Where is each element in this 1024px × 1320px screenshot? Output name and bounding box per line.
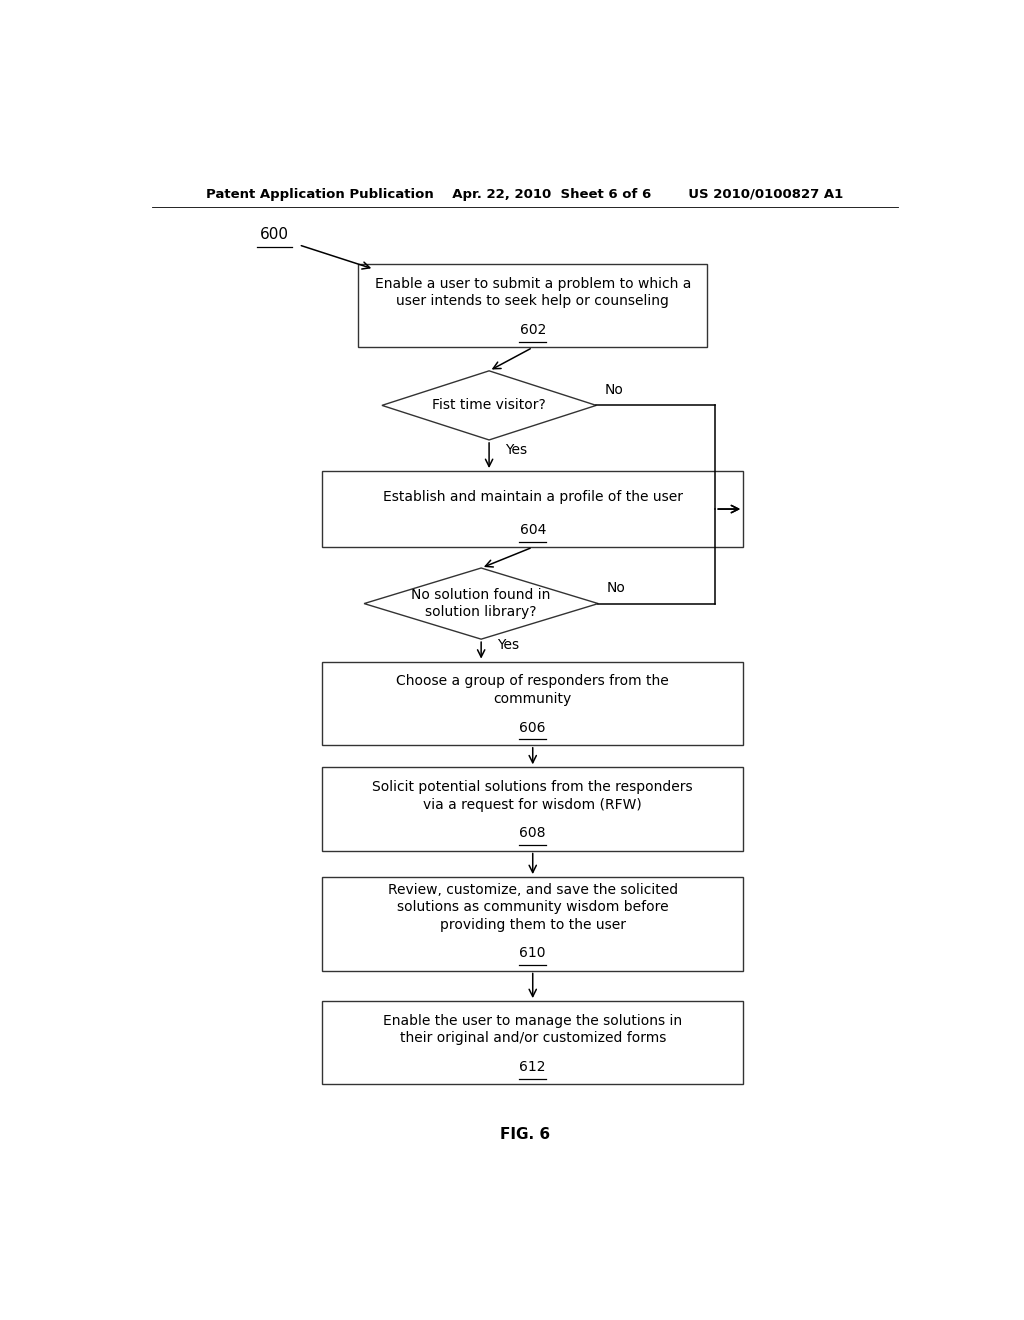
FancyBboxPatch shape (323, 471, 743, 548)
FancyBboxPatch shape (323, 1001, 743, 1084)
Polygon shape (365, 568, 598, 639)
Text: No solution found in
solution library?: No solution found in solution library? (412, 587, 551, 619)
Text: Solicit potential solutions from the responders
via a request for wisdom (RFW): Solicit potential solutions from the res… (373, 780, 693, 812)
Text: Yes: Yes (505, 444, 527, 457)
Text: 600: 600 (260, 227, 290, 242)
Text: Enable the user to manage the solutions in
their original and/or customized form: Enable the user to manage the solutions … (383, 1014, 682, 1045)
Text: Yes: Yes (497, 639, 519, 652)
FancyBboxPatch shape (358, 264, 708, 347)
Text: Fist time visitor?: Fist time visitor? (432, 399, 546, 412)
Text: 604: 604 (519, 523, 546, 537)
Text: Review, customize, and save the solicited
solutions as community wisdom before
p: Review, customize, and save the solicite… (388, 883, 678, 932)
Text: Establish and maintain a profile of the user: Establish and maintain a profile of the … (383, 490, 683, 504)
Text: Patent Application Publication    Apr. 22, 2010  Sheet 6 of 6        US 2010/010: Patent Application Publication Apr. 22, … (206, 189, 844, 202)
Text: No: No (606, 581, 625, 595)
Text: 606: 606 (519, 721, 546, 735)
Text: 610: 610 (519, 946, 546, 960)
Text: 612: 612 (519, 1060, 546, 1074)
Text: FIG. 6: FIG. 6 (500, 1127, 550, 1142)
Text: 602: 602 (519, 323, 546, 337)
Text: Choose a group of responders from the
community: Choose a group of responders from the co… (396, 675, 669, 706)
Text: 608: 608 (519, 826, 546, 841)
Text: Enable a user to submit a problem to which a
user intends to seek help or counse: Enable a user to submit a problem to whi… (375, 277, 691, 309)
FancyBboxPatch shape (323, 767, 743, 850)
Text: No: No (604, 383, 623, 397)
Polygon shape (382, 371, 596, 440)
FancyBboxPatch shape (323, 661, 743, 744)
FancyBboxPatch shape (323, 876, 743, 970)
